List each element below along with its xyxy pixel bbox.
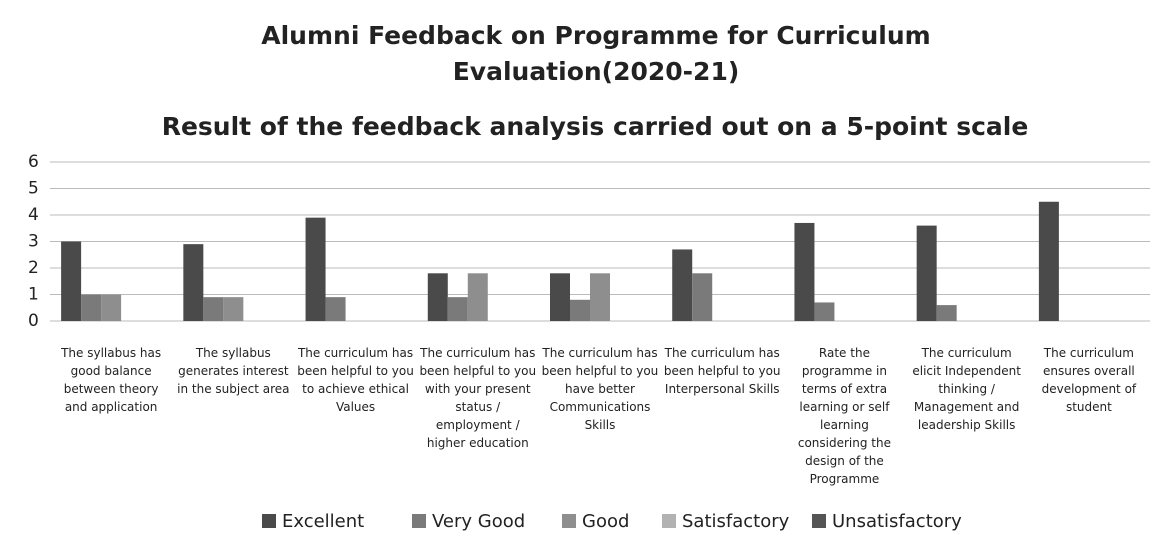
y-tick-label: 3 <box>28 232 39 252</box>
chart-title: Alumni Feedback on Programme for Curricu… <box>261 21 931 86</box>
legend-swatch <box>562 514 576 528</box>
bar <box>61 241 82 321</box>
x-tick-label: The curriculum has been helpful to you t… <box>297 346 414 414</box>
legend-swatch <box>262 514 276 528</box>
legend-label: Unsatisfactory <box>832 511 962 532</box>
bar <box>183 244 204 321</box>
bar <box>590 273 610 321</box>
bar <box>794 222 815 321</box>
x-tick-label: The syllabus generates interest in the s… <box>177 346 290 396</box>
bar <box>325 297 346 321</box>
x-tick-label: The syllabus has good balance between th… <box>61 346 162 414</box>
x-tick-label: The curriculum has been helpful to you I… <box>663 346 781 396</box>
bar <box>814 302 835 321</box>
bar <box>672 249 693 321</box>
bar <box>203 297 224 321</box>
legend-swatch <box>812 514 826 528</box>
chart-subtitle: Result of the feedback analysis carried … <box>161 112 1029 141</box>
y-tick-label: 0 <box>28 311 39 331</box>
bar <box>936 305 957 321</box>
bar <box>467 273 488 321</box>
x-tick-label: The curriculum has been helpful to you h… <box>541 346 659 432</box>
x-tick-label: The curriculum elicit Independent thinki… <box>912 346 1021 432</box>
y-tick-label: 1 <box>28 285 39 305</box>
legend-label: Good <box>582 511 629 532</box>
bar <box>570 299 590 321</box>
bar <box>305 217 326 321</box>
legend-swatch <box>412 514 426 528</box>
bar <box>447 297 468 321</box>
legend-label: Satisfactory <box>682 511 790 532</box>
bar <box>692 273 713 321</box>
bar <box>223 297 244 321</box>
bar <box>81 294 102 321</box>
y-tick-label: 5 <box>28 179 39 199</box>
bar <box>101 294 122 321</box>
legend-swatch <box>662 514 676 528</box>
bar <box>427 273 448 321</box>
y-tick-label: 6 <box>28 152 39 172</box>
bar <box>1038 201 1059 321</box>
bar <box>916 225 937 321</box>
legend-label: Very Good <box>432 511 525 532</box>
legend-label: Excellent <box>282 511 364 532</box>
bar <box>550 273 570 321</box>
x-tick-label: The curriculum ensures overall developme… <box>1041 346 1137 414</box>
x-tick-label: Rate the programme in terms of extra lea… <box>797 346 891 486</box>
y-tick-label: 4 <box>28 205 39 225</box>
y-tick-label: 2 <box>28 258 39 278</box>
x-tick-label: The curriculum has been helpful to you w… <box>419 346 537 450</box>
